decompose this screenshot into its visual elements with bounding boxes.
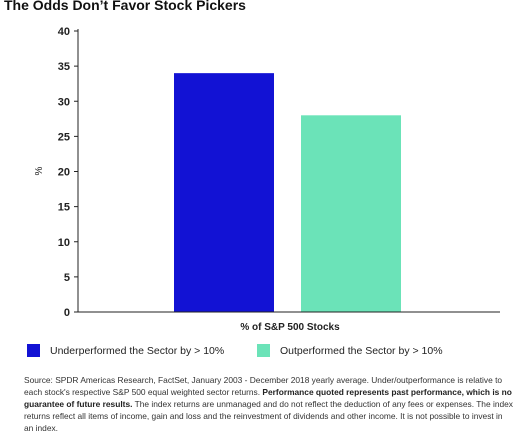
y-tick-label: 40 — [58, 26, 70, 38]
y-tick-label: 20 — [58, 167, 70, 179]
y-tick-label: 15 — [58, 202, 70, 214]
y-tick-label: 25 — [58, 131, 70, 143]
bar-underperformed — [174, 73, 274, 313]
source-note-text: Source: SPDR Americas Research, FactSet,… — [24, 375, 503, 397]
chart-title: The Odds Don’t Favor Stock Pickers — [4, 0, 246, 13]
legend: Underperformed the Sector by > 10% Outpe… — [0, 344, 530, 362]
bars — [174, 73, 401, 313]
legend-swatch-underperformed — [27, 344, 40, 357]
bar-chart: 0 5 10 15 20 25 30 35 40 % % of S&P 500 Stocks — [34, 26, 500, 333]
legend-item-outperformed: Outperformed the Sector by > 10% — [257, 344, 443, 357]
y-axis-ticks: 0 5 10 15 20 25 30 35 40 — [58, 26, 78, 319]
y-tick-label: 35 — [58, 61, 70, 73]
x-axis-label: % of S&P 500 Stocks — [240, 322, 340, 333]
legend-item-underperformed: Underperformed the Sector by > 10% — [27, 344, 224, 357]
legend-swatch-outperformed — [257, 344, 270, 357]
legend-label-underperformed: Underperformed the Sector by > 10% — [50, 344, 225, 357]
y-tick-label: 30 — [58, 96, 70, 108]
bar-outperformed — [301, 115, 401, 312]
y-axis-label: % — [34, 166, 45, 175]
source-note: Source: SPDR Americas Research, FactSet,… — [24, 374, 514, 434]
y-tick-label: 0 — [64, 307, 70, 319]
y-tick-label: 5 — [64, 272, 70, 284]
legend-label-outperformed: Outperformed the Sector by > 10% — [280, 344, 443, 357]
source-note-text-cont: The index returns are unmanaged and do n… — [24, 399, 513, 433]
source-note-disclaimer: Performance quoted represents past perfo… — [24, 387, 512, 409]
y-tick-label: 10 — [58, 237, 70, 249]
